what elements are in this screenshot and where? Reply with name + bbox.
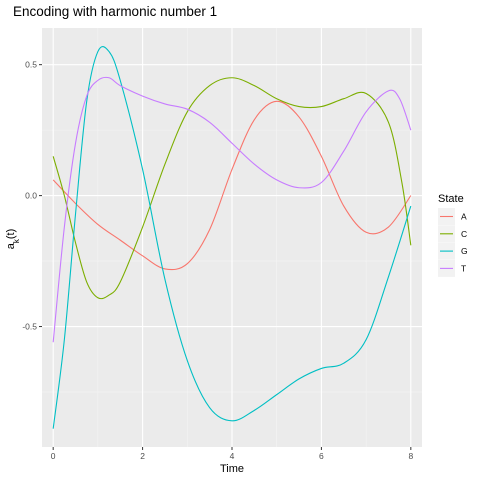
y-axis-title: ak(t) bbox=[5, 229, 21, 250]
y-tick-label: -0.5 bbox=[22, 322, 37, 332]
y-tick-label: 0.5 bbox=[25, 60, 37, 70]
y-axis-ticks: -0.5 0.0 0.5 bbox=[22, 60, 42, 332]
y-axis-title-tail: (t) bbox=[5, 229, 17, 239]
x-tick-label: 4 bbox=[230, 451, 235, 461]
legend-label-g: G bbox=[461, 246, 468, 256]
series-line-c bbox=[52, 77, 412, 300]
legend-title: State bbox=[438, 193, 464, 205]
x-tick-label: 0 bbox=[51, 451, 56, 461]
x-tick-label: 2 bbox=[140, 451, 145, 461]
legend-label-t: T bbox=[461, 263, 466, 273]
x-axis-ticks: 0 2 4 6 8 bbox=[51, 447, 413, 461]
chart-title: Encoding with harmonic number 1 bbox=[13, 4, 217, 19]
x-tick-label: 8 bbox=[408, 451, 413, 461]
x-tick-label: 6 bbox=[319, 451, 324, 461]
series-lines bbox=[52, 46, 412, 429]
series-line-a bbox=[52, 100, 412, 271]
x-axis-title: Time bbox=[220, 463, 244, 475]
y-axis-title-subscript: k bbox=[12, 238, 21, 243]
y-axis-title-main: a bbox=[5, 242, 17, 249]
y-tick-label: 0.0 bbox=[25, 191, 37, 201]
major-gridlines bbox=[42, 28, 422, 447]
legend-label-a: A bbox=[461, 212, 467, 222]
series-line-t bbox=[52, 76, 412, 343]
series-line-g bbox=[52, 46, 412, 429]
legend-label-c: C bbox=[461, 229, 467, 239]
